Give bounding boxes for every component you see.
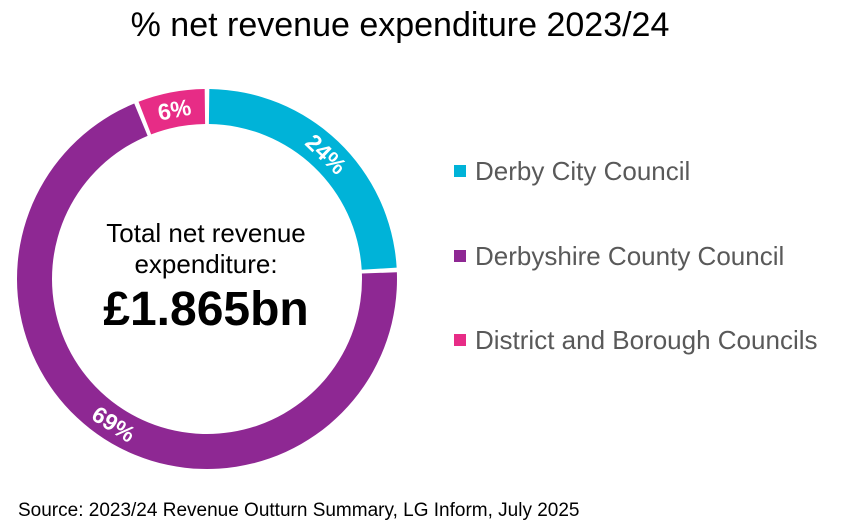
legend-item-derbyshire-county: Derbyshire County Council bbox=[454, 240, 834, 273]
donut-slice-district-borough bbox=[138, 89, 206, 135]
chart-title: % net revenue expenditure 2023/24 bbox=[130, 6, 670, 44]
legend-label-derby-city: Derby City Council bbox=[475, 156, 691, 186]
legend-label-derbyshire-county: Derbyshire County Council bbox=[475, 241, 785, 271]
center-label-line-1: Total net revenue bbox=[106, 218, 306, 248]
legend-swatch-derby-city bbox=[454, 165, 466, 177]
center-label: Total net revenue expenditure: £1.865bn bbox=[66, 218, 346, 340]
donut-slice-derby-city bbox=[208, 89, 397, 270]
legend-swatch-derbyshire-county bbox=[454, 250, 466, 262]
data-label-district-borough: 6% bbox=[156, 94, 194, 126]
legend-item-district-borough: District and Borough Councils bbox=[454, 324, 834, 357]
legend-label-district-borough: District and Borough Councils bbox=[475, 325, 818, 355]
source-note: Source: 2023/24 Revenue Outturn Summary,… bbox=[18, 500, 580, 521]
legend-swatch-district-borough bbox=[454, 334, 466, 346]
center-label-line-2: expenditure: bbox=[134, 249, 278, 279]
legend-item-derby-city: Derby City Council bbox=[454, 155, 834, 188]
total-expenditure-value: £1.865bn bbox=[103, 283, 309, 336]
